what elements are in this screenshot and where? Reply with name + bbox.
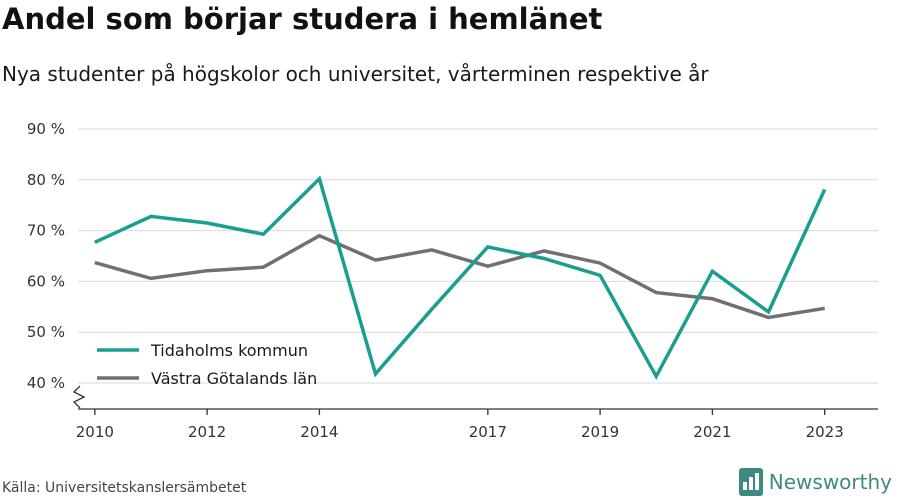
x-tick-label: 2010 xyxy=(76,423,114,441)
x-tick-label: 2019 xyxy=(581,423,619,441)
legend-label: Tidaholms kommun xyxy=(150,341,308,360)
series-line-tidaholm xyxy=(94,175,827,381)
x-tick-label: 2023 xyxy=(806,423,844,441)
chart-subtitle: Nya studenter på högskolor och universit… xyxy=(2,62,709,86)
y-tick-label: 50 % xyxy=(27,323,65,341)
x-tick-label: 2021 xyxy=(693,423,731,441)
newsworthy-brand: Newsworthy xyxy=(738,468,892,496)
newsworthy-logo-icon xyxy=(738,468,763,496)
x-tick-label: 2017 xyxy=(469,423,507,441)
brand-name: Newsworthy xyxy=(768,470,892,494)
y-tick-label: 80 % xyxy=(27,171,65,189)
series-line-vastra-gotaland xyxy=(94,233,825,320)
chart-title: Andel som börjar studera i hemlänet xyxy=(2,2,603,36)
legend-label: Västra Götalands län xyxy=(151,369,317,388)
x-tick-label: 2014 xyxy=(300,423,338,441)
line-chart: 40 % 50 % 60 % 70 % 80 % 90 % 2010 2012 2014 2017… xyxy=(27,120,878,441)
y-tick-label: 90 % xyxy=(27,120,65,138)
y-tick-label: 40 % xyxy=(27,374,65,392)
y-axis-break-icon xyxy=(72,385,86,409)
y-tick-label: 60 % xyxy=(27,272,65,290)
source-note: Källa: Universitetskanslersämbetet xyxy=(2,480,247,496)
x-tick-label: 2012 xyxy=(188,423,226,441)
y-tick-label: 70 % xyxy=(27,222,65,240)
